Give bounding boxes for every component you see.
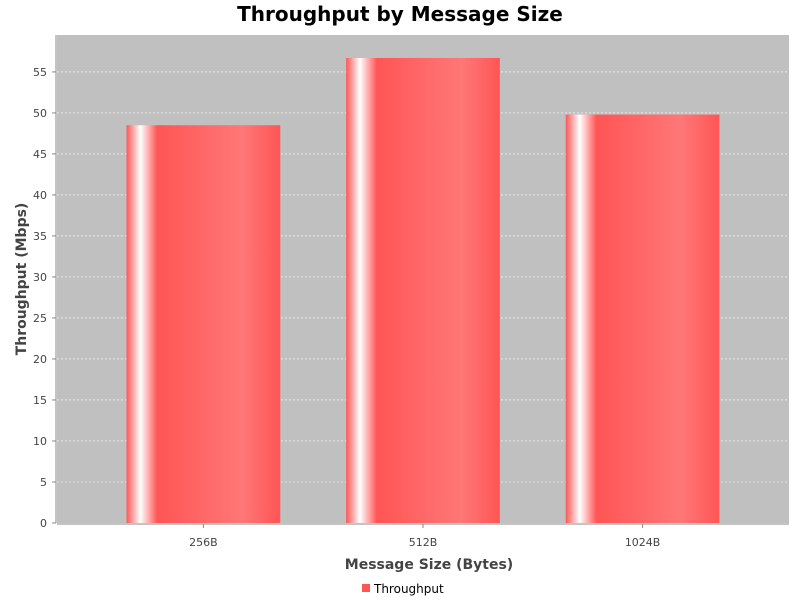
- legend: Throughput: [362, 582, 444, 596]
- bar: [126, 125, 281, 523]
- y-tick-label: 20: [33, 353, 47, 366]
- y-tick-label: 5: [40, 476, 47, 489]
- y-ticks: 0 5 10 15 20 25 30 35 40 45 50 55: [33, 66, 56, 530]
- y-tick-label: 30: [33, 271, 47, 284]
- x-axis-label: Message Size (Bytes): [345, 557, 513, 573]
- y-tick-label: 15: [33, 394, 47, 407]
- legend-label: Throughput: [373, 582, 444, 596]
- chart-title: Throughput by Message Size: [237, 2, 563, 26]
- bar: [346, 57, 500, 523]
- y-tick-label: 50: [33, 107, 47, 120]
- bar: [565, 114, 720, 523]
- y-tick-label: 0: [40, 517, 47, 530]
- x-tick-label: 1024B: [625, 536, 661, 549]
- y-tick-label: 45: [33, 148, 47, 161]
- x-tick-label: 512B: [409, 536, 438, 549]
- bars: [126, 57, 720, 523]
- x-tick-label: 256B: [189, 536, 218, 549]
- y-tick-label: 25: [33, 312, 47, 325]
- y-tick-label: 55: [33, 66, 47, 79]
- y-tick-label: 10: [33, 435, 47, 448]
- x-ticks: 256B 512B 1024B: [189, 524, 660, 549]
- y-tick-label: 40: [33, 189, 47, 202]
- legend-swatch: [362, 584, 370, 592]
- y-axis-label: Throughput (Mbps): [14, 203, 30, 356]
- y-tick-label: 35: [33, 230, 47, 243]
